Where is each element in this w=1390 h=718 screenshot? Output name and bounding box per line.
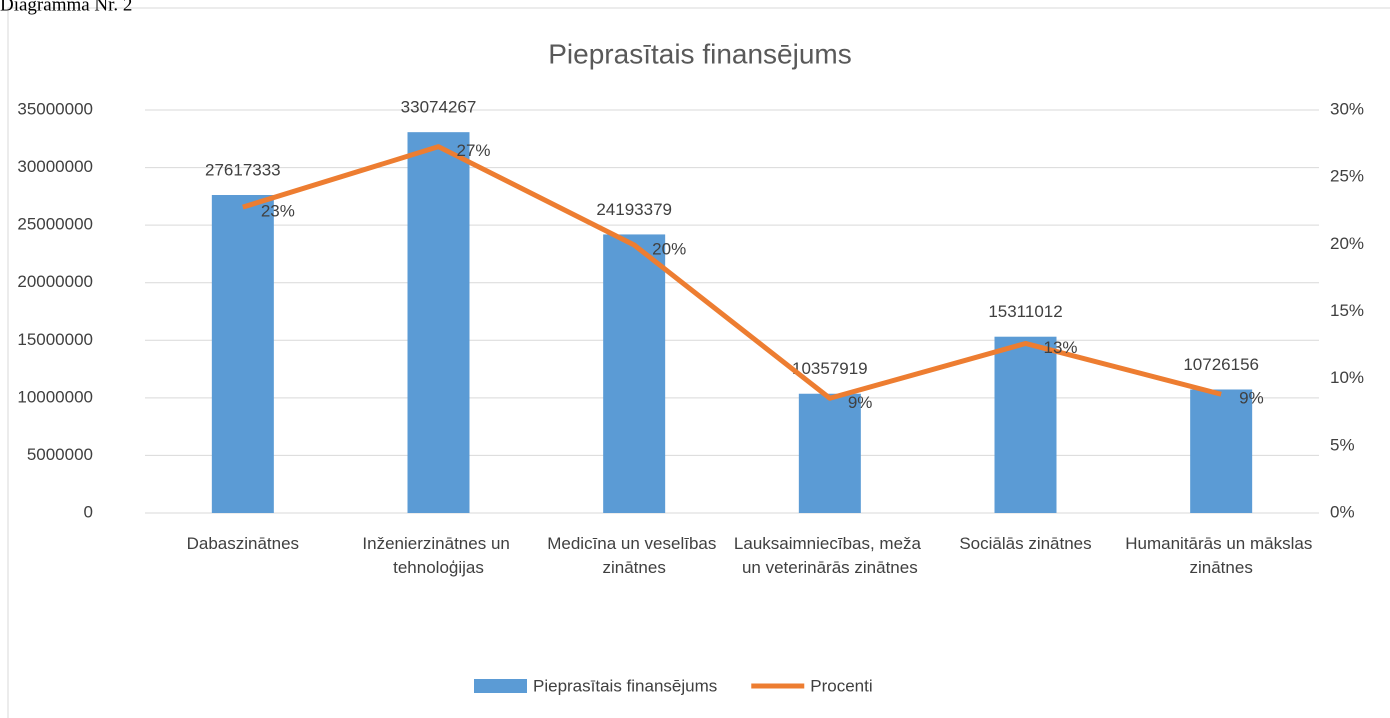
y2-tick-label: 0% xyxy=(1330,502,1355,521)
x-tick-label: Dabaszinātnes xyxy=(187,534,299,553)
x-tick-label: Humanitārās un mākslas zinātnes xyxy=(1125,534,1317,577)
bar xyxy=(603,234,666,513)
line-value-label: 23% xyxy=(261,202,295,221)
x-tick-label: Inženierzinātnes un tehnoloģijas xyxy=(362,534,514,577)
y-tick-label: 25000000 xyxy=(17,215,93,234)
bar-value-label: 24193379 xyxy=(596,200,672,219)
line-value-label: 9% xyxy=(1239,389,1264,408)
x-tick-label: Medicīna un veselības zinātnes xyxy=(547,534,721,577)
legend-swatch xyxy=(474,679,527,693)
bar xyxy=(798,393,861,513)
y-tick-label: 20000000 xyxy=(17,272,93,291)
bar xyxy=(1190,389,1253,513)
y2-tick-label: 5% xyxy=(1330,435,1355,454)
y-tick-label: 0 xyxy=(84,502,93,521)
bar xyxy=(211,195,274,513)
y-tick-label: 30000000 xyxy=(17,157,93,176)
y2-tick-label: 25% xyxy=(1330,167,1364,186)
x-tick-label: Lauksaimniecības, meža un veterinārās zi… xyxy=(734,534,926,577)
chart-title: Pieprasītais finansējums xyxy=(548,38,851,69)
bar-value-label: 27617333 xyxy=(205,160,281,179)
line-value-label: 9% xyxy=(848,393,873,412)
y-tick-label: 10000000 xyxy=(17,387,93,406)
y-tick-label: 5000000 xyxy=(27,445,93,464)
y2-tick-label: 15% xyxy=(1330,301,1364,320)
bar xyxy=(994,336,1057,513)
heading: Diagramma Nr. 2 xyxy=(0,0,132,15)
legend-label: Pieprasītais finansējums xyxy=(533,676,717,695)
line xyxy=(242,144,1222,401)
line-value-label: 20% xyxy=(652,239,686,258)
y2-tick-label: 10% xyxy=(1330,368,1364,387)
line-value-label: 27% xyxy=(457,141,491,160)
bar-value-label: 33074267 xyxy=(401,98,477,117)
y-tick-label: 35000000 xyxy=(17,99,93,118)
line-value-label: 13% xyxy=(1044,338,1078,357)
y2-tick-label: 30% xyxy=(1330,99,1364,118)
bar-value-label: 15311012 xyxy=(988,302,1062,321)
bar-value-label: 10726156 xyxy=(1183,355,1259,374)
y-tick-label: 15000000 xyxy=(17,330,93,349)
x-tick-label: Sociālās zinātnes xyxy=(959,534,1091,553)
y2-tick-label: 20% xyxy=(1330,234,1364,253)
bar-value-label: 10357919 xyxy=(792,359,868,378)
legend-label: Procenti xyxy=(810,676,872,695)
bar xyxy=(407,132,470,513)
